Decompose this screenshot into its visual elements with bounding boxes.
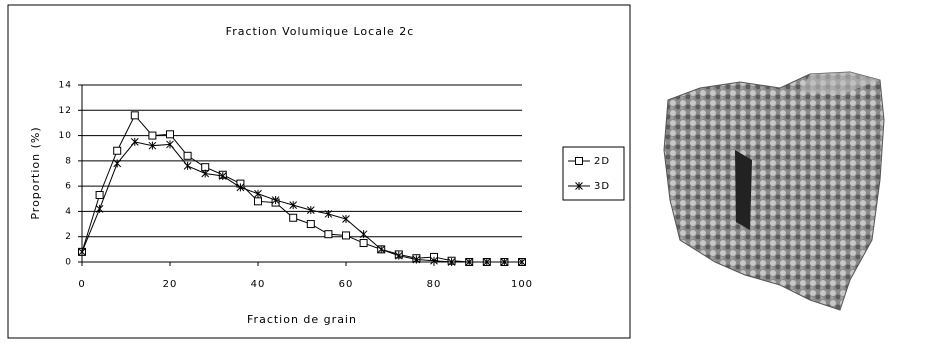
marker bbox=[482, 258, 491, 266]
chart-frame bbox=[7, 4, 631, 339]
marker bbox=[465, 258, 474, 266]
chart-title: Fraction Volumique Locale 2c bbox=[226, 25, 415, 38]
marker bbox=[201, 169, 210, 178]
marker bbox=[359, 230, 368, 239]
marker bbox=[113, 159, 122, 168]
x-tick-label: 60 bbox=[339, 279, 354, 290]
y-tick-label: 10 bbox=[59, 131, 72, 141]
marker bbox=[342, 231, 350, 240]
marker bbox=[148, 131, 157, 140]
y-tick-label: 4 bbox=[65, 207, 72, 217]
marker bbox=[166, 140, 174, 149]
marker bbox=[324, 209, 333, 218]
marker bbox=[324, 230, 333, 239]
marker bbox=[342, 215, 350, 224]
legend-label: 2D bbox=[594, 156, 610, 167]
x-tick-label: 80 bbox=[427, 279, 442, 290]
marker bbox=[306, 220, 315, 229]
y-tick-label: 6 bbox=[65, 182, 72, 192]
x-axis-label: Fraction de grain bbox=[247, 313, 357, 326]
x-tick-label: 20 bbox=[163, 279, 178, 290]
marker bbox=[95, 204, 104, 213]
series-line bbox=[81, 141, 522, 263]
marker bbox=[377, 245, 386, 254]
marker bbox=[289, 213, 298, 222]
y-tick-label: 14 bbox=[59, 81, 72, 91]
volume-top bbox=[800, 72, 880, 95]
y-tick-label: 12 bbox=[59, 106, 72, 116]
marker bbox=[148, 141, 157, 150]
volume-render bbox=[663, 71, 885, 311]
y-tick-label: 0 bbox=[65, 258, 72, 268]
marker bbox=[78, 247, 86, 256]
marker bbox=[412, 255, 421, 264]
marker bbox=[218, 172, 227, 181]
y-axis-label: Proportion (%) bbox=[29, 126, 42, 219]
y-tick-label: 2 bbox=[65, 232, 72, 242]
marker bbox=[95, 190, 104, 199]
marker bbox=[500, 258, 509, 266]
marker bbox=[130, 137, 139, 146]
marker bbox=[113, 146, 122, 155]
marker bbox=[271, 196, 280, 205]
marker bbox=[575, 182, 583, 190]
x-tick-label: 0 bbox=[78, 279, 85, 290]
x-tick-label: 100 bbox=[511, 279, 533, 290]
marker bbox=[289, 201, 298, 210]
marker bbox=[254, 189, 262, 198]
x-tick-label: 40 bbox=[251, 279, 266, 290]
marker bbox=[166, 130, 174, 139]
marker bbox=[130, 111, 139, 120]
marker bbox=[183, 151, 192, 160]
marker bbox=[183, 161, 192, 170]
marker bbox=[518, 258, 526, 266]
y-tick-label: 8 bbox=[65, 156, 72, 166]
marker bbox=[430, 256, 438, 265]
marker bbox=[359, 239, 368, 248]
legend-label: 3D bbox=[594, 181, 610, 192]
marker bbox=[306, 206, 315, 215]
legend-box bbox=[562, 146, 625, 201]
rendered-volume bbox=[663, 71, 885, 311]
marker bbox=[236, 183, 245, 192]
marker bbox=[447, 258, 456, 266]
marker bbox=[254, 197, 262, 206]
marker bbox=[575, 157, 583, 165]
marker bbox=[394, 251, 403, 260]
volume-shadow bbox=[735, 150, 752, 230]
